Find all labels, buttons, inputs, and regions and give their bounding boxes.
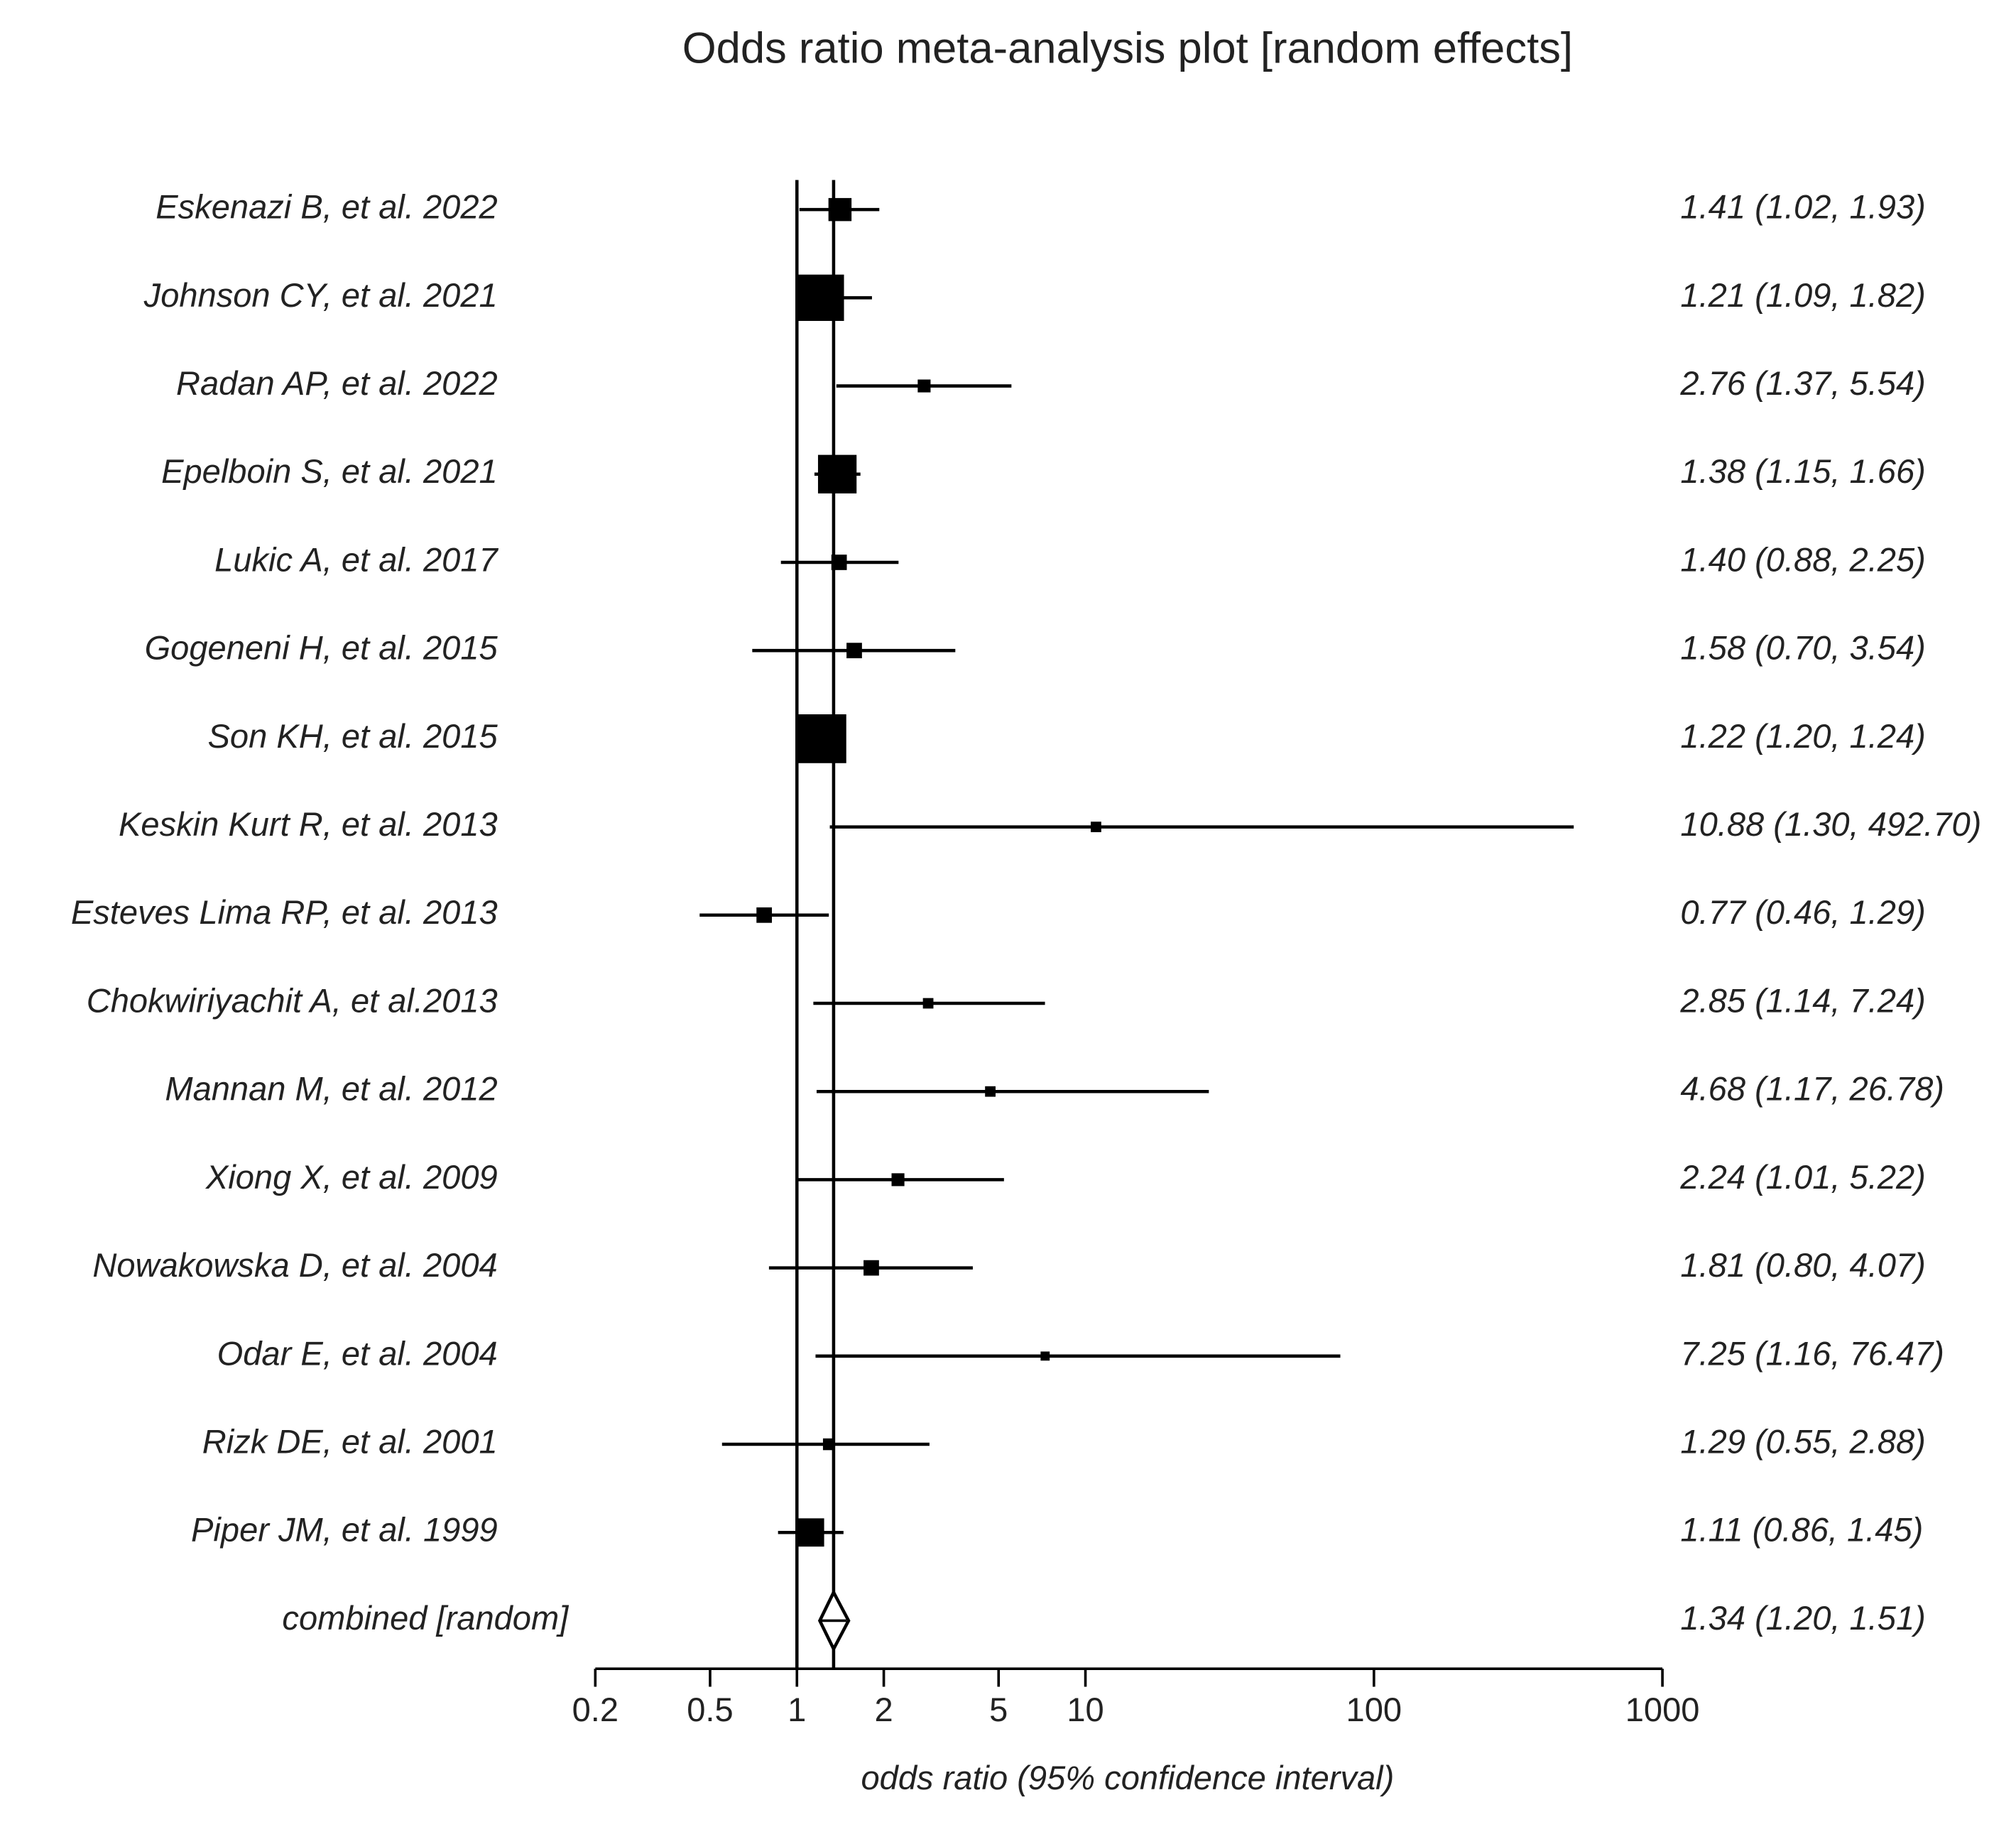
study-label: Mannan M, et al. 2012 bbox=[165, 1070, 497, 1108]
study-label: Lukic A, et al. 2017 bbox=[214, 540, 498, 578]
x-tick-label: 1 bbox=[788, 1691, 806, 1728]
estimate-box bbox=[822, 1438, 835, 1451]
study-label: Chokwiriyachit A, et al.2013 bbox=[87, 981, 498, 1019]
estimate-box bbox=[797, 274, 844, 321]
study-label: Rizk DE, et al. 2001 bbox=[202, 1422, 498, 1460]
combined-label: combined [random] bbox=[282, 1599, 569, 1637]
x-tick-label: 1000 bbox=[1625, 1691, 1700, 1728]
value-label: 1.58 (0.70, 3.54) bbox=[1680, 629, 1925, 667]
estimate-box bbox=[1040, 1351, 1050, 1361]
value-label: 1.40 (0.88, 2.25) bbox=[1680, 540, 1925, 578]
value-label: 2.76 (1.37, 5.54) bbox=[1679, 364, 1925, 402]
x-axis-label: odds ratio (95% confidence interval) bbox=[861, 1759, 1394, 1796]
value-label: 2.85 (1.14, 7.24) bbox=[1679, 981, 1925, 1019]
study-label: Keskin Kurt R, et al. 2013 bbox=[119, 805, 498, 843]
estimate-box bbox=[795, 1518, 824, 1547]
value-label: 1.29 (0.55, 2.88) bbox=[1680, 1422, 1925, 1460]
x-tick-label: 10 bbox=[1067, 1691, 1104, 1728]
x-tick-label: 0.2 bbox=[572, 1691, 619, 1728]
chart-title: Odds ratio meta-analysis plot [random ef… bbox=[682, 24, 1573, 73]
study-label: Son KH, et al. 2015 bbox=[208, 717, 498, 755]
value-label: 7.25 (1.16, 76.47) bbox=[1680, 1334, 1944, 1372]
estimate-box bbox=[797, 714, 846, 763]
study-label: Epelboin S, et al. 2021 bbox=[161, 452, 498, 490]
value-label: 1.81 (0.80, 4.07) bbox=[1680, 1246, 1925, 1284]
study-label: Esteves Lima RP, et al. 2013 bbox=[71, 893, 498, 931]
estimate-box bbox=[985, 1086, 996, 1097]
estimate-box bbox=[756, 907, 773, 923]
study-label: Odar E, et al. 2004 bbox=[217, 1334, 498, 1372]
estimate-box bbox=[817, 454, 857, 493]
study-label: Eskenazi B, et al. 2022 bbox=[156, 188, 497, 226]
x-tick-label: 100 bbox=[1346, 1691, 1402, 1728]
estimate-box bbox=[891, 1173, 905, 1187]
x-tick-label: 0.5 bbox=[687, 1691, 733, 1728]
estimate-box bbox=[863, 1260, 879, 1276]
estimate-box bbox=[831, 555, 847, 570]
value-label: 0.77 (0.46, 1.29) bbox=[1680, 893, 1925, 931]
value-label: 4.68 (1.17, 26.78) bbox=[1680, 1070, 1944, 1108]
value-label: 10.88 (1.30, 492.70) bbox=[1680, 805, 1981, 843]
value-label: 1.41 (1.02, 1.93) bbox=[1680, 188, 1925, 226]
study-label: Gogeneni H, et al. 2015 bbox=[145, 629, 498, 667]
value-label: 1.11 (0.86, 1.45) bbox=[1680, 1511, 1923, 1549]
value-label: 2.24 (1.01, 5.22) bbox=[1679, 1158, 1925, 1196]
value-label: 1.38 (1.15, 1.66) bbox=[1680, 452, 1925, 490]
estimate-box bbox=[828, 197, 852, 222]
estimate-box bbox=[1091, 822, 1101, 832]
combined-value-label: 1.34 (1.20, 1.51) bbox=[1680, 1599, 1925, 1637]
estimate-box bbox=[846, 643, 862, 659]
study-label: Radan AP, et al. 2022 bbox=[176, 364, 498, 402]
value-label: 1.22 (1.20, 1.24) bbox=[1680, 717, 1925, 755]
estimate-box bbox=[917, 379, 931, 393]
study-label: Nowakowska D, et al. 2004 bbox=[92, 1246, 497, 1284]
x-tick-label: 5 bbox=[989, 1691, 1008, 1728]
x-tick-label: 2 bbox=[874, 1691, 893, 1728]
study-label: Piper JM, et al. 1999 bbox=[191, 1511, 498, 1549]
value-label: 1.21 (1.09, 1.82) bbox=[1680, 276, 1925, 314]
study-label: Johnson CY, et al. 2021 bbox=[143, 276, 498, 314]
study-label: Xiong X, et al. 2009 bbox=[205, 1158, 498, 1196]
estimate-box bbox=[922, 998, 934, 1009]
